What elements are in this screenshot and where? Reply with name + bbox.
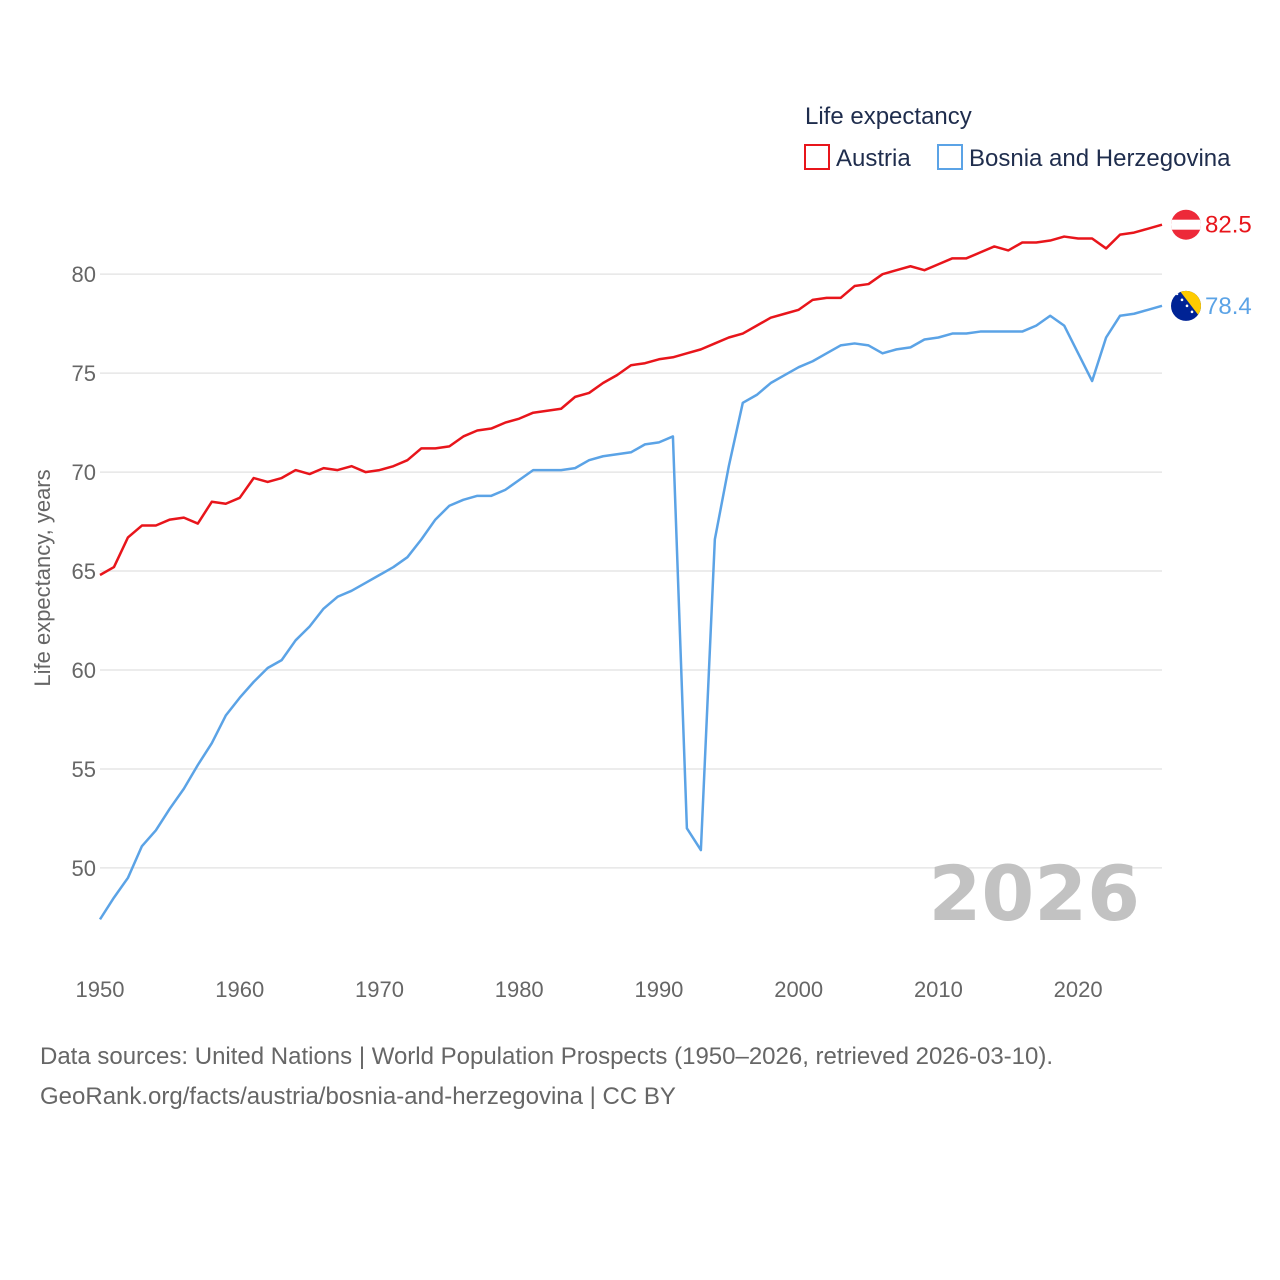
series-line-austria [99, 223, 1163, 577]
x-tick-label: 1970 [355, 977, 404, 1002]
footer-sources: Data sources: United Nations | World Pop… [40, 1043, 1054, 1070]
y-tick-label: 50 [72, 856, 96, 881]
current-year-label: 2026 [928, 849, 1140, 938]
y-tick-label: 75 [72, 361, 96, 386]
end-value-austria: 82.5 [1205, 212, 1252, 239]
x-tick-label: 1950 [76, 977, 125, 1002]
bosnia-flag-icon [1171, 290, 1201, 321]
legend: Life expectancy Austria Bosnia and Herzeg… [804, 103, 1231, 172]
x-tick-label: 1990 [634, 977, 683, 1002]
austria-flag-icon [1171, 209, 1201, 240]
y-tick-label: 60 [72, 658, 96, 683]
series-line-bosnia [98, 304, 1163, 921]
x-tick-label: 1960 [215, 977, 264, 1002]
legend-item-austria[interactable]: Austria [804, 144, 911, 172]
y-tick-label: 65 [72, 559, 96, 584]
x-tick-label: 2020 [1054, 977, 1103, 1002]
footer-credit: GeoRank.org/facts/austria/bosnia-and-her… [40, 1083, 676, 1110]
x-tick-label: 1980 [495, 977, 544, 1002]
chart: 50 55 60 65 70 75 80 1950 1960 1970 1980 1990 2000 2… [30, 103, 1252, 1002]
y-tick-label: 70 [72, 460, 96, 485]
y-axis-title: Life expectancy, years [30, 469, 55, 686]
y-tick-label: 55 [72, 757, 96, 782]
legend-label: Austria [836, 145, 911, 172]
end-value-bosnia: 78.4 [1205, 293, 1252, 320]
legend-item-bosnia[interactable]: Bosnia and Herzegovina [937, 144, 1231, 172]
legend-label: Bosnia and Herzegovina [969, 145, 1231, 172]
x-tick-label: 2010 [914, 977, 963, 1002]
legend-swatch [937, 144, 963, 170]
x-tick-label: 2000 [774, 977, 823, 1002]
y-tick-label: 80 [72, 262, 96, 287]
legend-title: Life expectancy [805, 103, 972, 130]
legend-swatch [804, 144, 830, 170]
